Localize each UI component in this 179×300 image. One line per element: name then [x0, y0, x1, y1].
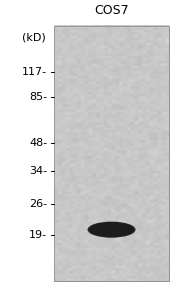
- Ellipse shape: [97, 227, 126, 233]
- Ellipse shape: [90, 223, 133, 236]
- Ellipse shape: [94, 226, 129, 234]
- Text: COS7: COS7: [94, 4, 129, 17]
- Bar: [54, 26, 169, 281]
- Ellipse shape: [96, 226, 127, 233]
- Ellipse shape: [98, 228, 125, 231]
- Ellipse shape: [92, 224, 131, 235]
- Ellipse shape: [101, 229, 122, 230]
- Text: 117-: 117-: [22, 67, 47, 76]
- Text: (kD): (kD): [22, 32, 45, 42]
- Ellipse shape: [100, 229, 123, 230]
- Bar: [54, 26, 169, 281]
- Ellipse shape: [88, 222, 135, 237]
- Text: 34-: 34-: [29, 166, 47, 176]
- Text: 48-: 48-: [29, 138, 47, 148]
- Text: 26-: 26-: [29, 200, 47, 209]
- Ellipse shape: [93, 224, 130, 235]
- Ellipse shape: [93, 225, 130, 234]
- Ellipse shape: [88, 222, 136, 238]
- Ellipse shape: [95, 226, 128, 233]
- Text: 19-: 19-: [29, 230, 47, 240]
- Ellipse shape: [89, 223, 134, 237]
- Ellipse shape: [99, 228, 124, 231]
- Ellipse shape: [98, 227, 125, 232]
- Text: 85-: 85-: [29, 92, 47, 102]
- Ellipse shape: [91, 224, 132, 236]
